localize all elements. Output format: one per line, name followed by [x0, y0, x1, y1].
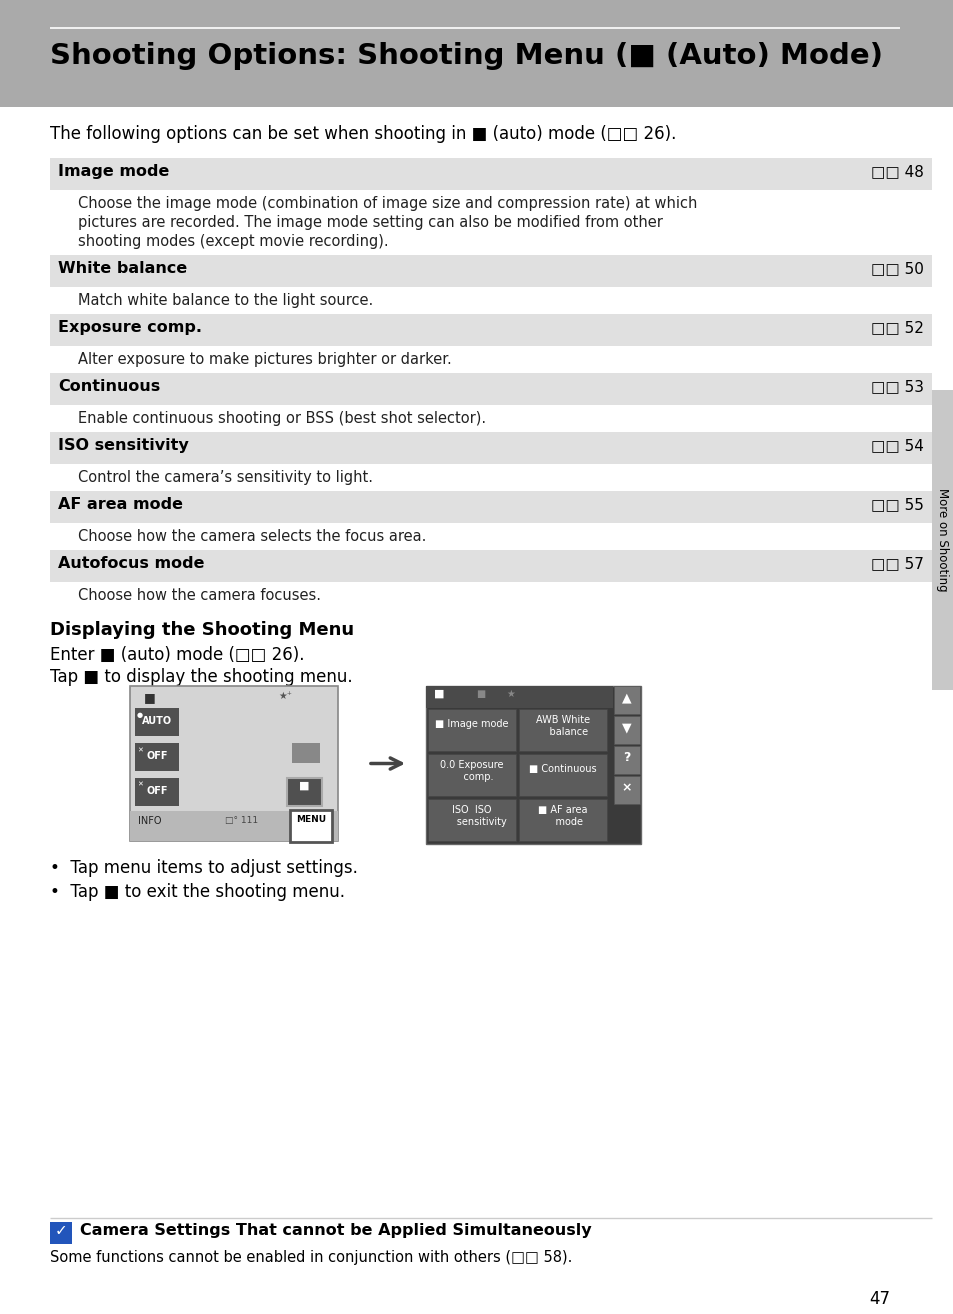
- Text: ✕: ✕: [137, 746, 143, 753]
- Text: Displaying the Shooting Menu: Displaying the Shooting Menu: [50, 622, 354, 639]
- Bar: [428, 710, 516, 752]
- Text: •  Tap menu items to adjust settings.: • Tap menu items to adjust settings.: [50, 859, 357, 876]
- Text: AUTO: AUTO: [142, 716, 172, 727]
- Bar: [428, 799, 516, 841]
- Text: Match white balance to the light source.: Match white balance to the light source.: [78, 293, 373, 307]
- Text: ●: ●: [137, 712, 143, 717]
- Bar: [50, 373, 931, 405]
- Text: Choose how the camera selects the focus area.: Choose how the camera selects the focus …: [78, 530, 426, 544]
- Text: Shooting Options: Shooting Menu (■ (Auto) Mode): Shooting Options: Shooting Menu (■ (Auto…: [50, 42, 882, 70]
- Text: ■: ■: [434, 689, 444, 699]
- Text: Choose how the camera focuses.: Choose how the camera focuses.: [78, 587, 320, 603]
- Text: White balance: White balance: [58, 261, 187, 276]
- Text: □□ 50: □□ 50: [870, 261, 923, 276]
- Text: Tap ■ to display the shooting menu.: Tap ■ to display the shooting menu.: [50, 668, 353, 686]
- Text: mode: mode: [542, 817, 582, 827]
- Text: OFF: OFF: [146, 786, 168, 796]
- Text: Control the camera’s sensitivity to light.: Control the camera’s sensitivity to ligh…: [78, 470, 373, 485]
- Text: ■ AF area: ■ AF area: [537, 805, 587, 815]
- Text: INFO: INFO: [138, 816, 161, 827]
- Text: MENU: MENU: [295, 815, 326, 824]
- Text: ■ Image mode: ■ Image mode: [435, 719, 508, 729]
- Text: ✕: ✕: [137, 782, 143, 788]
- Bar: [426, 686, 640, 844]
- Text: ■: ■: [298, 781, 309, 791]
- Bar: [50, 314, 931, 346]
- Bar: [428, 754, 516, 796]
- Bar: [426, 686, 613, 708]
- Text: ■ Continuous: ■ Continuous: [529, 763, 597, 774]
- Bar: [50, 255, 931, 286]
- Text: □□ 48: □□ 48: [870, 164, 923, 179]
- Bar: [0, 0, 953, 106]
- Text: AF area mode: AF area mode: [58, 497, 183, 512]
- Bar: [50, 551, 931, 582]
- Bar: [135, 708, 179, 736]
- Text: Continuous: Continuous: [58, 378, 160, 394]
- Bar: [292, 742, 319, 763]
- Bar: [50, 1222, 71, 1244]
- Bar: [50, 491, 931, 523]
- Text: •  Tap ■ to exit the shooting menu.: • Tap ■ to exit the shooting menu.: [50, 883, 345, 901]
- Bar: [290, 809, 332, 842]
- Text: Enable continuous shooting or BSS (best shot selector).: Enable continuous shooting or BSS (best …: [78, 411, 486, 426]
- Bar: [614, 746, 639, 774]
- Text: ?: ?: [622, 752, 630, 763]
- Text: Choose the image mode (combination of image size and compression rate) at which: Choose the image mode (combination of im…: [78, 196, 697, 212]
- Bar: [518, 754, 606, 796]
- Text: Camera Settings That cannot be Applied Simultaneously: Camera Settings That cannot be Applied S…: [80, 1223, 591, 1238]
- Text: 47: 47: [868, 1290, 889, 1307]
- Text: balance: balance: [537, 727, 588, 737]
- Bar: [518, 710, 606, 752]
- Text: □□ 57: □□ 57: [870, 556, 923, 572]
- Text: ★⁺: ★⁺: [277, 691, 292, 700]
- Bar: [130, 686, 337, 841]
- Text: ▼: ▼: [621, 721, 631, 735]
- Text: ★: ★: [505, 689, 515, 699]
- Text: The following options can be set when shooting in ■ (auto) mode (□□ 26).: The following options can be set when sh…: [50, 125, 676, 143]
- Text: Exposure comp.: Exposure comp.: [58, 321, 202, 335]
- Text: ■: ■: [476, 689, 485, 699]
- Bar: [135, 778, 179, 805]
- Text: Alter exposure to make pictures brighter or darker.: Alter exposure to make pictures brighter…: [78, 352, 452, 367]
- Text: More on Shooting: More on Shooting: [936, 489, 948, 591]
- Text: OFF: OFF: [146, 752, 168, 761]
- Text: ×: ×: [621, 781, 632, 794]
- Bar: [518, 799, 606, 841]
- Text: □□ 52: □□ 52: [870, 321, 923, 335]
- Text: □□ 54: □□ 54: [870, 438, 923, 453]
- Bar: [931, 390, 953, 690]
- Text: Image mode: Image mode: [58, 164, 170, 179]
- Bar: [50, 158, 931, 191]
- Bar: [614, 777, 639, 804]
- Text: ISO sensitivity: ISO sensitivity: [58, 438, 189, 453]
- Text: sensitivity: sensitivity: [437, 817, 506, 827]
- Text: ✓: ✓: [54, 1223, 68, 1238]
- Text: ■: ■: [144, 691, 155, 704]
- Text: ISO  ISO: ISO ISO: [452, 805, 491, 815]
- Text: shooting modes (except movie recording).: shooting modes (except movie recording).: [78, 234, 388, 248]
- Text: □□ 55: □□ 55: [870, 497, 923, 512]
- Text: Some functions cannot be enabled in conjunction with others (□□ 58).: Some functions cannot be enabled in conj…: [50, 1250, 572, 1265]
- Bar: [614, 686, 639, 714]
- Text: AWB White: AWB White: [536, 715, 590, 725]
- Bar: [130, 811, 337, 841]
- Bar: [287, 778, 322, 805]
- Text: □° 111: □° 111: [225, 816, 258, 825]
- Text: comp.: comp.: [450, 773, 493, 782]
- Text: ▲: ▲: [621, 691, 631, 704]
- Bar: [50, 432, 931, 464]
- Text: Autofocus mode: Autofocus mode: [58, 556, 204, 572]
- Text: pictures are recorded. The image mode setting can also be modified from other: pictures are recorded. The image mode se…: [78, 215, 662, 230]
- Text: 0.0 Exposure: 0.0 Exposure: [439, 759, 503, 770]
- Bar: [614, 716, 639, 744]
- Text: Enter ■ (auto) mode (□□ 26).: Enter ■ (auto) mode (□□ 26).: [50, 646, 304, 664]
- Text: □□ 53: □□ 53: [870, 378, 923, 394]
- Bar: [135, 742, 179, 771]
